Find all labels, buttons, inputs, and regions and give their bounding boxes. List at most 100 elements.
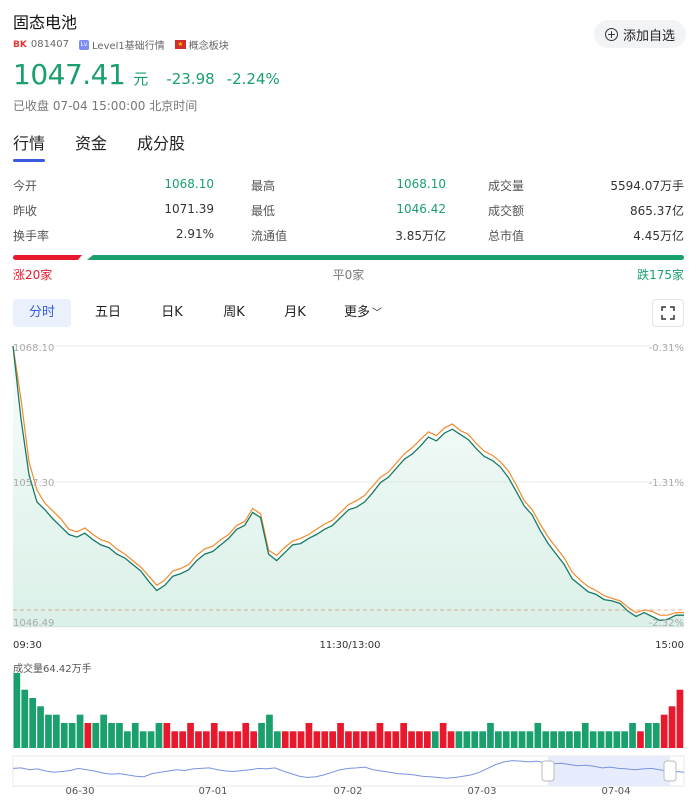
stats-row: 今开 1068.10 最高 1068.10 成交量 5594.07万手 <box>13 177 684 202</box>
navigator-left-handle[interactable] <box>541 760 555 782</box>
volume-bar <box>131 723 139 748</box>
period-daily-k[interactable]: 日K <box>161 305 183 320</box>
volume-bar <box>510 731 518 748</box>
concept-label: 概念板块 <box>188 41 229 52</box>
volume-bar <box>321 731 329 748</box>
prev-close-label: 昨收 <box>13 204 38 218</box>
navigator-right-handle[interactable] <box>663 760 677 782</box>
time-label-mid: 11:30/13:00 <box>319 640 380 651</box>
price-unit: 元 <box>133 70 149 88</box>
period-more[interactable]: 更多 ﹀ <box>333 299 393 327</box>
volume-bar <box>518 731 526 748</box>
volume-bar <box>84 723 92 748</box>
volume-bar <box>416 731 423 748</box>
tab-fund-flow[interactable]: 资金 <box>75 134 108 153</box>
period-5day[interactable]: 五日 <box>94 305 121 320</box>
prev-close-value: 1071.39 <box>164 202 214 216</box>
volume-bar <box>479 731 486 748</box>
volume-bar <box>550 731 557 748</box>
volume-bar <box>274 731 281 748</box>
period-tabs: 分时 五日 日K 周K 月K 更多 ﹀ <box>13 299 684 327</box>
volume-bar <box>163 723 171 748</box>
volume-bar <box>574 731 581 748</box>
average-line <box>12 345 684 616</box>
breadth-flat-label: 平0家 <box>332 268 365 282</box>
volume-bar <box>676 689 684 748</box>
open-value: 1068.10 <box>164 177 214 191</box>
open-label: 今开 <box>13 179 38 193</box>
volume-bar <box>53 714 60 748</box>
price-change-pct: -2.24% <box>226 70 280 88</box>
navigator-selection[interactable] <box>548 756 670 786</box>
price-row: 1047.41 元 -23.98 -2.24% <box>13 58 280 91</box>
pct-label-low: -2.32% <box>649 618 684 629</box>
volume-bar <box>116 723 123 748</box>
turnover-value: 2.91% <box>175 227 214 241</box>
turnover-label: 换手率 <box>13 229 50 243</box>
add-watchlist-label: 添加自选 <box>622 28 675 44</box>
volume-bar <box>345 731 352 748</box>
tab-quote[interactable]: 行情 <box>13 130 46 162</box>
volume-bar <box>155 723 163 748</box>
price-area <box>13 346 684 627</box>
float-cap-label: 流通值 <box>251 229 288 243</box>
market-cap-value: 4.45万亿 <box>633 229 684 243</box>
volume-bar <box>352 731 360 748</box>
volume-bar <box>566 731 573 748</box>
volume-bar <box>408 731 415 748</box>
volume-bar <box>289 731 297 748</box>
market-cap-label: 总市值 <box>488 229 525 243</box>
volume-bar <box>558 731 565 748</box>
volume-bar <box>187 723 194 748</box>
meta-row: BK 081407 Lv Level1基础行情 ★ 概念板块 <box>13 37 229 52</box>
volume-bar <box>487 723 494 748</box>
period-weekly-k[interactable]: 周K <box>223 305 245 320</box>
volume-bar <box>45 714 52 748</box>
breadth-down-label: 跌175家 <box>637 268 684 282</box>
volume-bar <box>495 731 502 748</box>
level-label[interactable]: Level1基础行情 <box>92 41 165 52</box>
volume-bar <box>313 731 321 748</box>
header: 固态电池 BK 081407 Lv Level1基础行情 ★ 概念板块 + 添加… <box>13 12 686 52</box>
volume-bar <box>534 723 542 748</box>
breadth-up-segment <box>13 255 82 260</box>
volume-bar <box>384 731 392 748</box>
volume-bar <box>92 723 100 748</box>
volume-bars <box>13 673 684 748</box>
low-label: 最低 <box>251 204 276 218</box>
range-navigator[interactable] <box>12 755 685 787</box>
last-price: 1047.41 <box>13 58 126 91</box>
nav-date: 07-03 <box>467 786 497 797</box>
volume-bar <box>124 731 131 748</box>
volume-bar <box>542 731 550 748</box>
volume-bar <box>652 723 660 748</box>
volume-label: 成交量 <box>488 179 525 193</box>
navigator-line <box>12 760 685 779</box>
china-flag-icon: ★ <box>174 40 186 49</box>
volume-value: 5594.07万手 <box>610 179 684 193</box>
volume-bar <box>424 731 431 748</box>
volume-bar <box>329 731 336 748</box>
volume-bar <box>60 723 68 748</box>
volume-bar <box>68 723 76 748</box>
volume-bar <box>447 731 455 748</box>
volume-bar <box>37 706 44 748</box>
market-status: 已收盘 07-04 15:00:00 北京时间 <box>13 99 198 113</box>
fullscreen-button[interactable] <box>652 299 684 327</box>
period-intraday[interactable]: 分时 <box>13 299 71 327</box>
add-watchlist-button[interactable]: + 添加自选 <box>594 20 686 48</box>
time-label-close: 15:00 <box>655 640 684 651</box>
volume-bar <box>439 723 447 748</box>
volume-bar <box>76 714 84 748</box>
amount-label: 成交额 <box>488 204 525 218</box>
volume-bar <box>13 673 21 748</box>
volume-bar <box>621 731 628 748</box>
volume-bar <box>171 731 179 748</box>
period-monthly-k[interactable]: 月K <box>284 305 306 320</box>
tab-constituents[interactable]: 成分股 <box>137 134 186 153</box>
breadth-bar <box>13 255 684 260</box>
breadth-down-segment <box>87 255 684 260</box>
volume-bar <box>305 723 313 748</box>
volume-bar <box>400 723 407 748</box>
intraday-chart[interactable]: 1068.10 1057.30 1046.49 -0.31% -1.31% -2… <box>0 338 699 798</box>
